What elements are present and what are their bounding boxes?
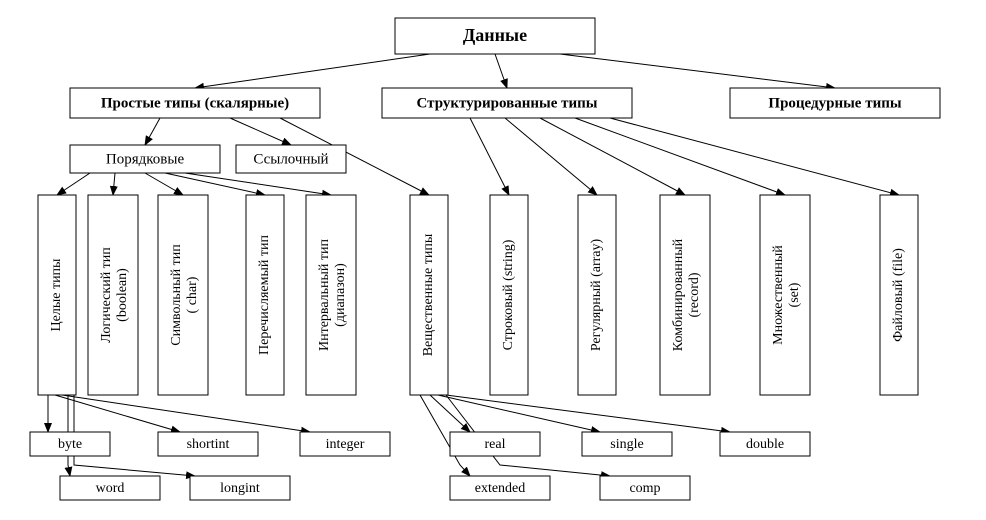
edge-ordinal-char [145,173,183,195]
node-label: Символьный тип [169,244,184,346]
node-label: Перечисляемый тип [257,235,272,355]
node-label: byte [58,437,82,452]
node-string: Строковый (string) [490,195,528,395]
edge-struct-record [540,118,685,195]
node-label: Файловый (file) [891,248,906,342]
node-integer: integer [300,432,390,456]
edge-ordinal-enum [165,173,265,195]
node-word: word [60,476,160,500]
edge-root-simple [195,54,430,88]
node-set: Множественный(set) [760,195,810,395]
node-label: word [96,481,125,496]
node-label: Регулярный (array) [589,238,604,351]
node-char: Символьный тип( char) [158,195,208,395]
node-simple: Простые типы (скалярные) [70,88,320,118]
node-double: double [720,432,810,456]
node-label: single [610,437,643,452]
node-ref: Ссылочный [236,145,346,173]
node-label: real [485,437,506,452]
node-array: Регулярный (array) [578,195,616,395]
node-real_types: Вещественные типы [410,195,448,395]
edge-ordinal-interval [185,173,331,195]
node-label: Логический тип [99,247,114,343]
node-label: Ссылочный [253,151,328,167]
node-struct: Структурированные типы [382,88,632,118]
node-label: Комбинированный [671,238,686,351]
edge-int_types-integer [62,395,310,432]
node-label: Интервальный тип [317,238,332,351]
node-sublabel: (boolean) [115,268,130,322]
edge-real_types-double [446,395,730,432]
node-single: single [582,432,672,456]
node-sublabel: (set) [787,282,802,307]
node-label: shortint [187,437,230,452]
node-label: Порядковые [106,151,185,167]
node-file: Файловый (file) [880,195,918,395]
edge-ordinal-bool [113,173,115,195]
node-label: longint [220,481,260,496]
node-int_types: Целые типы [38,195,76,395]
node-byte: byte [30,432,110,456]
node-label: Целые типы [49,258,64,332]
node-label: integer [326,437,365,452]
node-label: comp [629,481,660,496]
node-record: Комбинированный(record) [660,195,710,395]
node-label: Вещественные типы [421,233,436,356]
edge-struct-string [470,118,509,195]
node-label: Структурированные типы [417,95,598,111]
node-sublabel: (record) [687,272,702,317]
node-enum: Перечисляемый тип [246,195,284,395]
node-sublabel: (диапазон) [333,263,348,327]
data-types-diagram: Данные Простые типы (скалярные) Структурир… [0,0,986,520]
node-comp: comp [600,476,690,500]
edge-ordinal-int_types [57,173,90,195]
node-shortint: shortint [158,432,258,456]
node-proc: Процедурные типы [730,88,940,118]
node-label: extended [475,481,526,496]
edge-root-proc [560,54,835,88]
node-sublabel: ( char) [185,276,200,313]
node-extended: extended [450,476,550,500]
node-interval: Интервальный тип(диапазон) [306,195,356,395]
edge-simple-ordinal [145,118,160,145]
node-real: real [450,432,540,456]
node-label: Строковый (string) [501,239,516,350]
node-label: Множественный [771,245,786,345]
node-label: Данные [463,25,527,45]
edge-simple-ref [230,118,291,145]
edge-real_types-single [438,395,600,432]
node-root: Данные [395,18,595,54]
node-ordinal: Порядковые [70,145,220,173]
node-label: double [746,437,784,452]
edge-root-struct [495,54,507,88]
node-label: Процедурные типы [768,95,901,111]
node-bool: Логический тип(boolean) [88,195,138,395]
node-label: Простые типы (скалярные) [101,95,289,111]
edge-struct-array [505,118,597,195]
node-longint: longint [190,476,290,500]
